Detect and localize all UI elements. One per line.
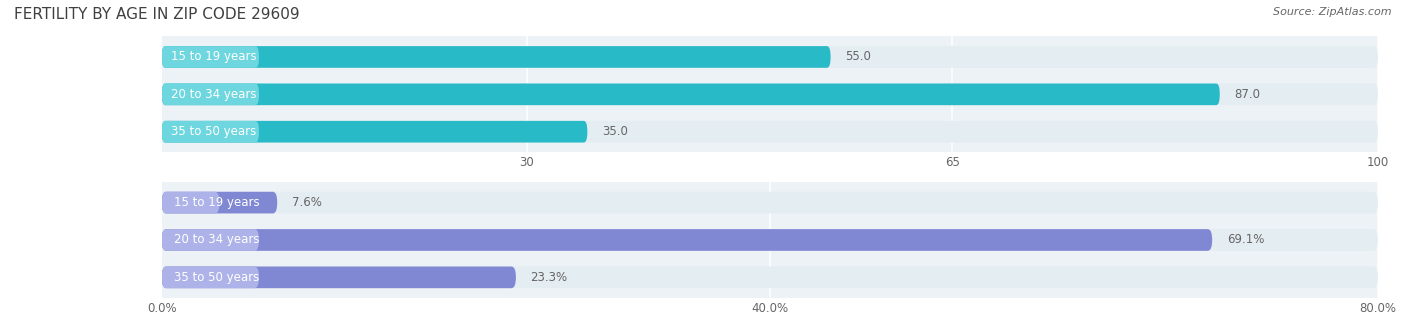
Text: Source: ZipAtlas.com: Source: ZipAtlas.com [1274,7,1392,17]
Text: 55.0: 55.0 [845,50,872,64]
Text: 7.6%: 7.6% [292,196,322,209]
FancyBboxPatch shape [162,83,1220,105]
FancyBboxPatch shape [162,229,1378,251]
Text: 20 to 34 years: 20 to 34 years [174,233,259,247]
FancyBboxPatch shape [162,46,259,68]
Text: FERTILITY BY AGE IN ZIP CODE 29609: FERTILITY BY AGE IN ZIP CODE 29609 [14,7,299,22]
FancyBboxPatch shape [162,266,1378,288]
FancyBboxPatch shape [162,192,277,213]
FancyBboxPatch shape [162,46,1378,68]
FancyBboxPatch shape [162,121,588,143]
FancyBboxPatch shape [162,229,1212,251]
Text: 23.3%: 23.3% [530,271,568,284]
FancyBboxPatch shape [162,83,259,105]
FancyBboxPatch shape [162,229,259,251]
Text: 15 to 19 years: 15 to 19 years [172,50,257,64]
FancyBboxPatch shape [162,83,1378,105]
FancyBboxPatch shape [162,121,259,143]
Text: 35.0: 35.0 [602,125,628,138]
Text: 87.0: 87.0 [1234,88,1260,101]
Text: 35 to 50 years: 35 to 50 years [172,125,257,138]
Text: 35 to 50 years: 35 to 50 years [174,271,259,284]
FancyBboxPatch shape [162,192,1378,213]
Text: 15 to 19 years: 15 to 19 years [174,196,260,209]
Text: 20 to 34 years: 20 to 34 years [172,88,257,101]
FancyBboxPatch shape [162,192,219,213]
FancyBboxPatch shape [162,46,831,68]
FancyBboxPatch shape [162,121,1378,143]
Text: 69.1%: 69.1% [1227,233,1264,247]
FancyBboxPatch shape [162,266,259,288]
FancyBboxPatch shape [162,266,516,288]
